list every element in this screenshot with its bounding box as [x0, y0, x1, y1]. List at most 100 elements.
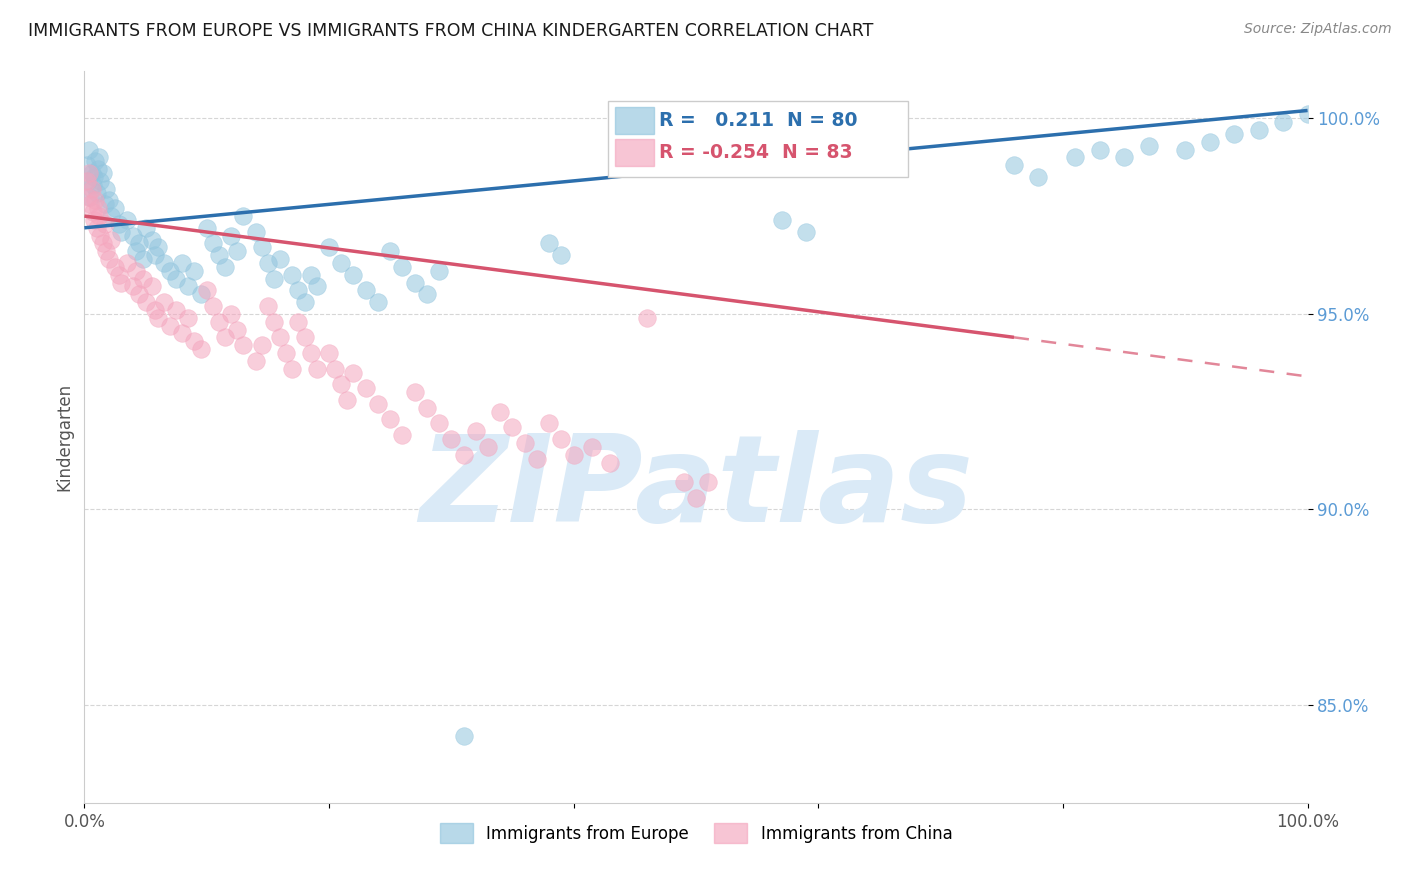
Point — [159, 318, 181, 333]
Point — [391, 260, 413, 274]
Point — [125, 264, 148, 278]
Point — [305, 279, 328, 293]
Point — [281, 268, 304, 282]
Point — [104, 260, 127, 274]
Point — [76, 174, 98, 188]
Point — [513, 436, 536, 450]
Point — [80, 166, 103, 180]
Point — [91, 166, 114, 180]
Point — [82, 178, 104, 192]
Point — [245, 225, 267, 239]
Point — [263, 315, 285, 329]
Point — [1114, 150, 1136, 164]
Point — [110, 225, 132, 239]
Point — [330, 256, 353, 270]
Point — [219, 228, 242, 243]
Point — [153, 256, 176, 270]
Point — [89, 174, 111, 188]
Point — [489, 404, 512, 418]
Point — [159, 264, 181, 278]
Point — [391, 428, 413, 442]
Point — [250, 240, 273, 254]
Point — [141, 233, 163, 247]
Point — [367, 295, 389, 310]
Point — [440, 432, 463, 446]
Point — [1247, 123, 1270, 137]
Point — [380, 244, 402, 259]
Point — [477, 440, 499, 454]
Point — [538, 417, 561, 431]
Point — [195, 284, 218, 298]
Point — [281, 361, 304, 376]
Point — [84, 154, 107, 169]
Point — [404, 385, 426, 400]
Point — [83, 169, 105, 184]
Point — [177, 310, 200, 325]
Point — [208, 315, 231, 329]
Point — [146, 310, 169, 325]
Point — [1002, 158, 1025, 172]
Point — [87, 201, 110, 215]
Point — [91, 236, 114, 251]
Point — [299, 346, 322, 360]
Point — [97, 252, 120, 266]
Point — [685, 491, 707, 505]
Point — [526, 451, 548, 466]
Point — [87, 209, 110, 223]
Point — [294, 295, 316, 310]
Point — [87, 150, 110, 164]
Point — [562, 448, 585, 462]
Point — [697, 475, 720, 489]
Point — [86, 186, 108, 200]
Point — [82, 205, 104, 219]
Point — [550, 248, 572, 262]
Point — [269, 252, 291, 266]
Point — [146, 240, 169, 254]
Text: IMMIGRANTS FROM EUROPE VS IMMIGRANTS FROM CHINA KINDERGARTEN CORRELATION CHART: IMMIGRANTS FROM EUROPE VS IMMIGRANTS FRO… — [28, 22, 873, 40]
Point — [287, 315, 309, 329]
Point — [143, 248, 166, 262]
Legend: Immigrants from Europe, Immigrants from China: Immigrants from Europe, Immigrants from … — [433, 817, 959, 849]
Point — [77, 174, 100, 188]
Point — [367, 397, 389, 411]
Point — [427, 264, 450, 278]
Point — [257, 299, 280, 313]
Point — [89, 228, 111, 243]
Point — [354, 284, 377, 298]
Point — [1296, 107, 1319, 121]
Point — [1137, 138, 1160, 153]
Point — [143, 302, 166, 317]
Point — [794, 225, 817, 239]
Point — [269, 330, 291, 344]
Point — [107, 268, 129, 282]
Point — [1223, 127, 1246, 141]
Point — [80, 182, 103, 196]
Point — [195, 220, 218, 235]
Point — [135, 295, 157, 310]
Point — [464, 424, 486, 438]
Point — [416, 287, 439, 301]
Point — [84, 194, 107, 208]
Point — [330, 377, 353, 392]
Point — [581, 440, 603, 454]
Point — [354, 381, 377, 395]
Point — [599, 456, 621, 470]
Point — [336, 392, 359, 407]
Point — [294, 330, 316, 344]
Point — [125, 244, 148, 259]
Point — [94, 217, 117, 231]
Point — [97, 194, 120, 208]
Point — [1088, 143, 1111, 157]
FancyBboxPatch shape — [616, 107, 654, 134]
Point — [263, 271, 285, 285]
Point — [380, 412, 402, 426]
Point — [190, 342, 212, 356]
Point — [214, 260, 236, 274]
Point — [83, 213, 105, 227]
Point — [208, 248, 231, 262]
Point — [453, 448, 475, 462]
Point — [1198, 135, 1220, 149]
Point — [96, 182, 118, 196]
Point — [172, 256, 194, 270]
FancyBboxPatch shape — [607, 101, 908, 178]
